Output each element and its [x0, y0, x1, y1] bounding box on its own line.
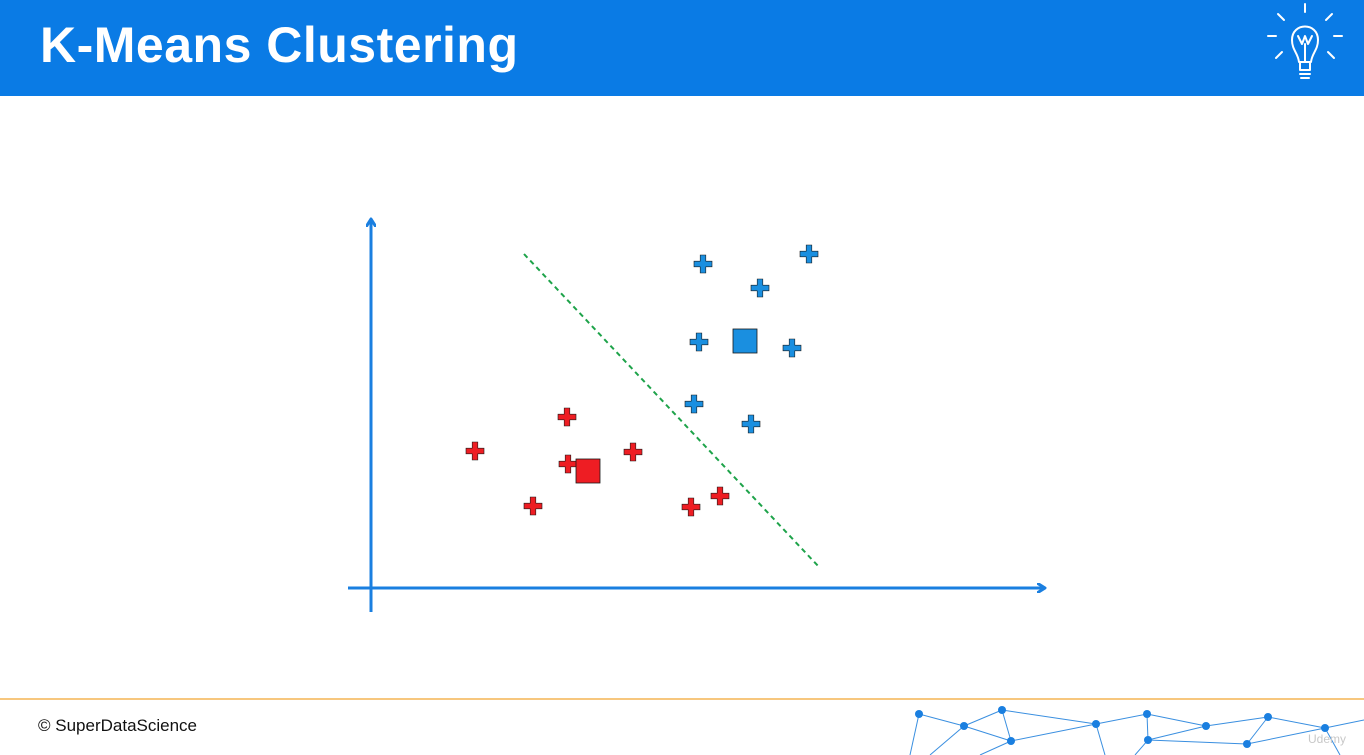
slide-title: K-Means Clustering — [40, 17, 519, 73]
blue-point-2 — [799, 244, 819, 264]
red-point-5 — [523, 496, 543, 516]
blue-point-4 — [689, 332, 709, 352]
red-point-2 — [557, 407, 577, 427]
red-point-6 — [681, 497, 701, 517]
blue-point-1 — [693, 254, 713, 274]
copyright-text: © SuperDataScience — [38, 716, 198, 735]
red-cluster — [465, 407, 730, 517]
red-centroid — [575, 458, 601, 484]
network-decoration — [909, 706, 1364, 755]
red-point-1 — [465, 441, 485, 461]
red-point-3 — [623, 442, 643, 462]
kmeans-diagram — [348, 96, 1364, 612]
blue-centroid — [732, 328, 758, 354]
blue-cluster — [684, 244, 819, 434]
footer-accent-line — [0, 698, 1364, 700]
blue-point-7 — [741, 414, 761, 434]
red-point-4 — [558, 454, 578, 474]
blue-point-5 — [782, 338, 802, 358]
blue-point-6 — [684, 394, 704, 414]
header-bar: K-Means Clustering — [0, 0, 1364, 96]
blue-point-3 — [750, 278, 770, 298]
red-point-7 — [710, 486, 730, 506]
udemy-watermark: Udemy — [1308, 732, 1347, 746]
lightbulb-icon — [1267, 3, 1343, 79]
